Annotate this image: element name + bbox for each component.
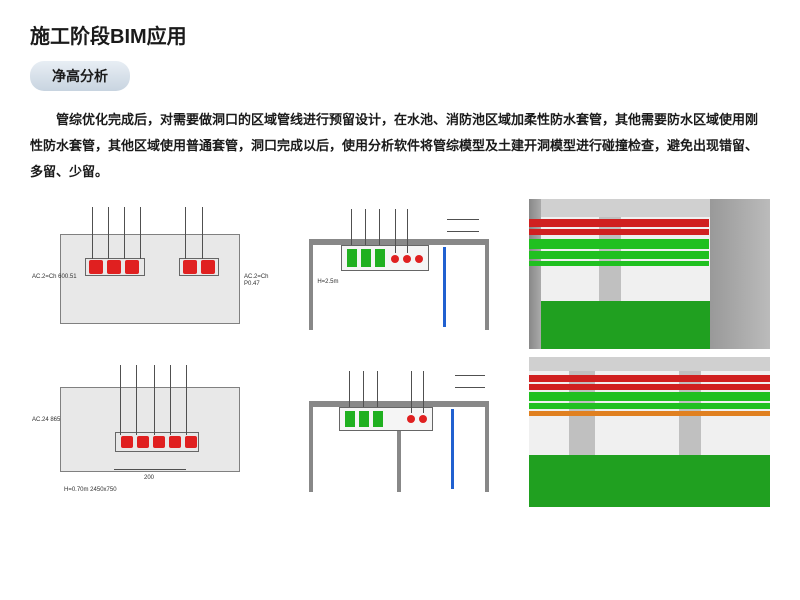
figure-render-2 [529,357,770,507]
fig3-label-below: H=0.70m 2450x750 [64,487,117,494]
page-title: 施工阶段BIM应用 [30,20,770,49]
figure-grid: AC.2=Ch 600.51 AC.2=Ch P0.47 H=2.5m [30,199,770,507]
figure-section-4 [279,357,520,507]
subtitle-container: 净高分析 [30,61,770,91]
fig1-label-right: AC.2=Ch P0.47 [244,274,271,287]
figure-section-3: AC.24 865 H=0.70m 2450x750 200 [30,357,271,507]
subtitle-pill: 净高分析 [30,61,130,91]
fig3-label-left: AC.24 865 [32,417,60,424]
body-text: 管综优化完成后，对需要做洞口的区域管线进行预留设计，在水池、消防池区域加柔性防水… [30,107,770,185]
figure-render-1 [529,199,770,349]
figure-section-1: AC.2=Ch 600.51 AC.2=Ch P0.47 [30,199,271,349]
fig3-dim: 200 [144,475,154,482]
fig2-label: H=2.5m [317,279,338,286]
figure-section-2: H=2.5m [279,199,520,349]
fig1-label-left: AC.2=Ch 600.51 [32,274,77,281]
